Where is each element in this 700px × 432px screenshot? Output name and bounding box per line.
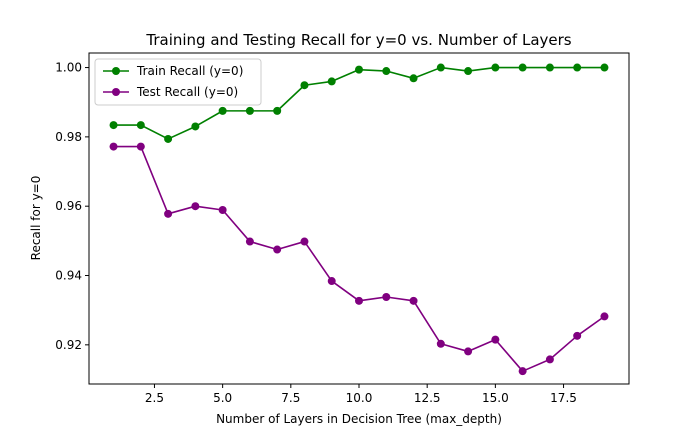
series-line-2 [113,145,605,372]
series-1-point [573,63,582,72]
x-tick-label: 5.0 [213,391,232,405]
legend-label-1: Train Recall (y=0) [136,64,243,78]
y-tick-label: 0.94 [55,269,82,283]
y-tick-label: 0.98 [55,130,82,144]
series-1-point [218,106,227,115]
legend-marker-2 [112,88,120,96]
series-2-point [245,237,254,246]
x-tick-label: 15.0 [482,391,509,405]
series-2-point [545,355,554,364]
chart-title: Training and Testing Recall for y=0 vs. … [145,31,571,49]
legend-marker-1 [112,67,120,75]
series-2-point [327,277,336,286]
series-1-point [300,81,309,90]
y-tick-label: 0.92 [55,338,82,352]
series-1-point [409,74,418,83]
series-1-point [164,134,173,143]
series-1-point [136,121,145,130]
series-2-point [518,367,527,376]
series-2-point [355,296,363,305]
legend-label-2: Test Recall (y=0) [136,85,238,99]
series-1-point [545,63,554,72]
series-1-point [355,65,363,74]
series-1-point [191,122,200,131]
series-2-point [464,347,473,356]
series-1-point [464,67,473,76]
series-2-point [273,245,282,254]
series-2-point [191,202,200,211]
legend-box [94,58,262,106]
y-axis-label: Recall for y=0 [29,176,43,261]
series-2-point [300,237,309,246]
series-2-point [573,331,582,340]
series-2-point [136,142,145,151]
x-tick-label: 2.5 [145,391,164,405]
legend: Train Recall (y=0) Test Recall (y=0) [94,58,262,106]
x-tick-label: 10.0 [346,391,373,405]
x-tick-label: 7.5 [281,391,300,405]
series-2-point [109,142,118,151]
series-2-point [218,206,227,215]
y-tick-label: 1.00 [55,61,82,75]
series-2-point [409,296,418,305]
series-1-point [109,121,118,130]
series-2-point [164,209,173,218]
series-2-point [436,339,445,348]
series-1-point [245,106,254,115]
plot-area: 2.5 5.0 7.5 10.0 12.5 15.0 17.5 0.92 0.94 0.96 0.9… [55,52,630,405]
series-2-point [491,335,500,344]
x-tick-label: 17.5 [550,391,577,405]
series-1-point [518,63,527,72]
series-2-point [382,293,391,302]
series-2-point [600,312,609,321]
series-1-point [382,67,391,76]
series-1-point [436,63,445,72]
x-tick-label: 12.5 [414,391,441,405]
series-1-point [327,77,336,86]
y-tick-label: 0.96 [55,199,82,213]
series-1-point [491,63,500,72]
x-axis-label: Number of Layers in Decision Tree (max_d… [216,412,502,426]
series-1-point [600,63,609,72]
series-1-point [273,106,282,115]
